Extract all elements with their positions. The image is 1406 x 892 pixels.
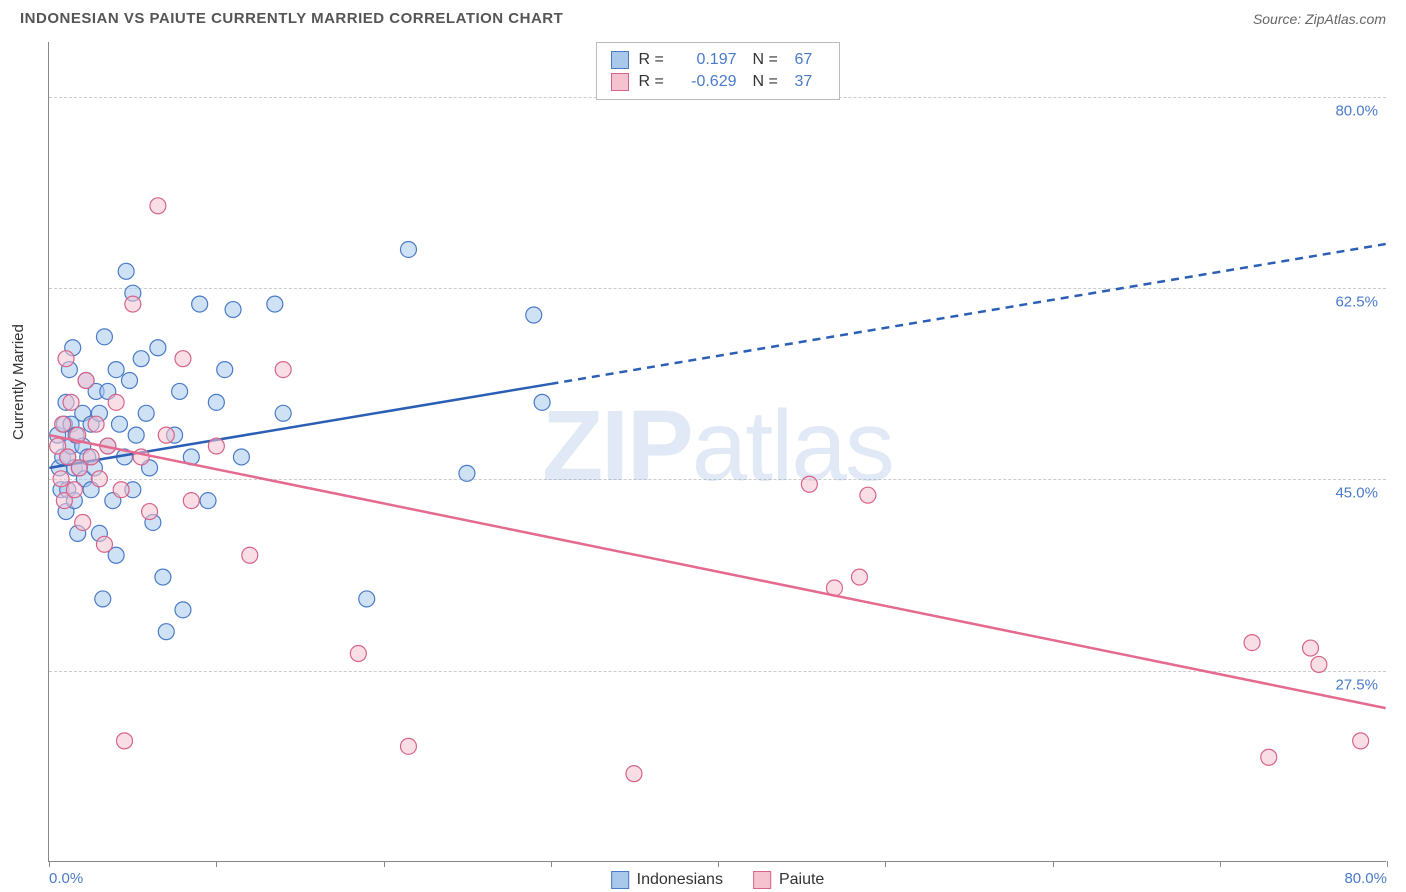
stats-row-series-2: R = -0.629 N = 37 bbox=[611, 71, 825, 93]
data-point bbox=[108, 362, 124, 378]
data-point bbox=[122, 373, 138, 389]
data-point bbox=[53, 471, 69, 487]
data-point bbox=[138, 405, 154, 421]
data-point bbox=[172, 383, 188, 399]
data-point bbox=[55, 416, 71, 432]
data-point bbox=[400, 241, 416, 257]
x-tick bbox=[1387, 861, 1388, 867]
y-tick-label: 62.5% bbox=[1335, 294, 1378, 311]
data-point bbox=[133, 449, 149, 465]
x-tick bbox=[551, 861, 552, 867]
trend-line-dashed bbox=[550, 244, 1385, 384]
swatch-icon bbox=[611, 51, 629, 69]
data-point bbox=[78, 373, 94, 389]
x-tick-label: 80.0% bbox=[1344, 870, 1387, 887]
data-point bbox=[192, 296, 208, 312]
data-point bbox=[113, 482, 129, 498]
data-point bbox=[95, 591, 111, 607]
series-legend: Indonesians Paiute bbox=[611, 871, 825, 889]
data-point bbox=[860, 487, 876, 503]
data-point bbox=[626, 766, 642, 782]
x-tick bbox=[384, 861, 385, 867]
scatter-plot-svg bbox=[49, 42, 1386, 861]
data-point bbox=[128, 427, 144, 443]
legend-item-1: Indonesians bbox=[611, 871, 723, 889]
x-tick bbox=[1053, 861, 1054, 867]
chart-plot-area: ZIPatlas R = 0.197 N = 67 R = -0.629 N =… bbox=[48, 42, 1386, 862]
data-point bbox=[208, 394, 224, 410]
data-point bbox=[133, 351, 149, 367]
x-tick bbox=[885, 861, 886, 867]
data-point bbox=[350, 646, 366, 662]
data-point bbox=[83, 449, 99, 465]
swatch-icon bbox=[611, 871, 629, 889]
data-point bbox=[534, 394, 550, 410]
stats-legend: R = 0.197 N = 67 R = -0.629 N = 37 bbox=[596, 42, 840, 100]
data-point bbox=[275, 405, 291, 421]
data-point bbox=[88, 416, 104, 432]
data-point bbox=[459, 465, 475, 481]
data-point bbox=[66, 482, 82, 498]
data-point bbox=[1244, 635, 1260, 651]
x-tick bbox=[216, 861, 217, 867]
swatch-icon bbox=[611, 73, 629, 91]
data-point bbox=[242, 547, 258, 563]
data-point bbox=[183, 493, 199, 509]
data-point bbox=[359, 591, 375, 607]
data-point bbox=[158, 624, 174, 640]
data-point bbox=[111, 416, 127, 432]
data-point bbox=[1311, 656, 1327, 672]
data-point bbox=[526, 307, 542, 323]
data-point bbox=[150, 340, 166, 356]
data-point bbox=[175, 602, 191, 618]
data-point bbox=[155, 569, 171, 585]
data-point bbox=[58, 351, 74, 367]
data-point bbox=[233, 449, 249, 465]
data-point bbox=[225, 302, 241, 318]
swatch-icon bbox=[753, 871, 771, 889]
data-point bbox=[200, 493, 216, 509]
legend-item-2: Paiute bbox=[753, 871, 824, 889]
y-tick-label: 80.0% bbox=[1335, 102, 1378, 119]
data-point bbox=[63, 394, 79, 410]
data-point bbox=[400, 738, 416, 754]
chart-title: INDONESIAN VS PAIUTE CURRENTLY MARRIED C… bbox=[20, 10, 563, 27]
data-point bbox=[142, 504, 158, 520]
data-point bbox=[1303, 640, 1319, 656]
data-point bbox=[217, 362, 233, 378]
chart-source: Source: ZipAtlas.com bbox=[1253, 11, 1386, 27]
data-point bbox=[96, 536, 112, 552]
data-point bbox=[108, 394, 124, 410]
data-point bbox=[118, 263, 134, 279]
y-tick-label: 45.0% bbox=[1335, 485, 1378, 502]
data-point bbox=[91, 471, 107, 487]
x-tick bbox=[718, 861, 719, 867]
data-point bbox=[150, 198, 166, 214]
data-point bbox=[851, 569, 867, 585]
data-point bbox=[275, 362, 291, 378]
data-point bbox=[175, 351, 191, 367]
x-tick bbox=[1220, 861, 1221, 867]
stats-row-series-1: R = 0.197 N = 67 bbox=[611, 49, 825, 71]
x-tick-label: 0.0% bbox=[49, 870, 83, 887]
y-tick-label: 27.5% bbox=[1335, 676, 1378, 693]
data-point bbox=[125, 296, 141, 312]
data-point bbox=[116, 733, 132, 749]
data-point bbox=[801, 476, 817, 492]
data-point bbox=[208, 438, 224, 454]
data-point bbox=[1261, 749, 1277, 765]
data-point bbox=[267, 296, 283, 312]
data-point bbox=[158, 427, 174, 443]
data-point bbox=[75, 514, 91, 530]
data-point bbox=[1353, 733, 1369, 749]
x-tick bbox=[49, 861, 50, 867]
trend-line-solid bbox=[49, 435, 1385, 708]
data-point bbox=[96, 329, 112, 345]
y-axis-label: Currently Married bbox=[10, 324, 27, 440]
